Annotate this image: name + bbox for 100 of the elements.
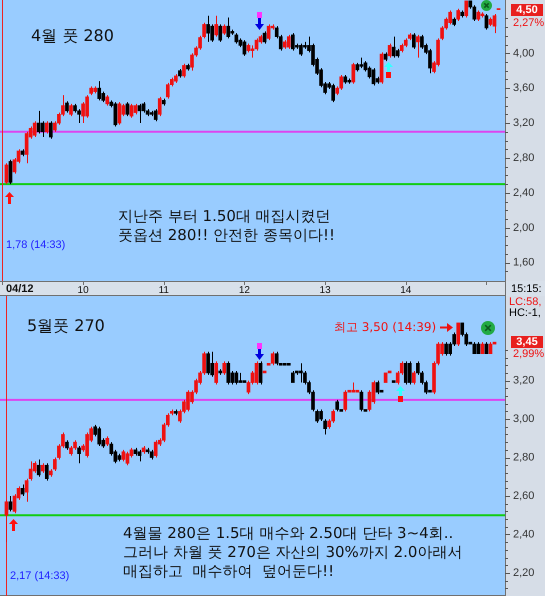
candlestick xyxy=(472,342,476,354)
candlestick xyxy=(420,34,424,50)
text: 4,50 xyxy=(516,4,538,16)
candlestick xyxy=(392,36,396,58)
y-tick-label: 3,20 xyxy=(513,374,534,387)
candlestick xyxy=(484,13,488,30)
candlestick xyxy=(4,162,8,185)
annotation: 1,78 (14:33) xyxy=(6,239,66,252)
candlestick xyxy=(166,82,170,100)
candlestick xyxy=(32,120,37,138)
candlestick xyxy=(36,110,41,134)
x-tick-label: 12 xyxy=(238,284,250,296)
candlestick xyxy=(444,342,448,356)
candlestick xyxy=(234,370,238,385)
candlestick xyxy=(8,159,12,185)
candlestick xyxy=(352,382,356,393)
candlestick xyxy=(352,62,356,84)
candlestick xyxy=(65,100,69,114)
candlestick xyxy=(44,462,49,482)
annotation: 2,17 (14:33) xyxy=(10,570,70,582)
candlestick xyxy=(138,449,142,462)
candlestick xyxy=(408,360,412,385)
candlestick xyxy=(360,57,364,69)
candlestick xyxy=(456,322,460,346)
text: 5월풋 270 xyxy=(27,316,105,336)
candlestick xyxy=(36,458,41,478)
candlestick xyxy=(77,446,81,464)
candlestick xyxy=(286,34,291,50)
text: 15:15: xyxy=(511,283,542,296)
candlestick xyxy=(488,342,492,354)
candlestick xyxy=(416,34,420,58)
candlestick xyxy=(299,43,303,56)
text: 4월 풋 280 xyxy=(31,26,114,46)
candlestick xyxy=(299,362,303,384)
candlestick xyxy=(40,120,45,138)
candlestick xyxy=(412,32,416,50)
annotation: 지난주 부터 1.50대 매집시켰던 풋옵션 280!! 안전한 종목이다!! xyxy=(118,206,335,244)
candlestick xyxy=(97,426,102,446)
y-tick-label: 2,80 xyxy=(513,452,534,464)
candlestick xyxy=(476,10,480,22)
candlestick xyxy=(8,496,12,512)
text: 3,45 xyxy=(516,336,538,348)
candlestick xyxy=(24,131,28,164)
annotation: 4월물 280은 1.5대 매수와 2.50대 단타 3~4회.. 그러나 차월 풋 270은 자산의 30%까지 2.0아래서 매집하고 매수하여 덮어둔다!! xyxy=(123,524,462,580)
candlestick xyxy=(492,13,496,34)
candlestick xyxy=(222,360,226,376)
candlestick xyxy=(40,462,45,474)
candlestick xyxy=(158,96,162,117)
candlestick xyxy=(150,449,154,460)
candlestick xyxy=(214,360,218,385)
candlestick xyxy=(331,83,335,103)
y-tick-label: 3,20 xyxy=(513,117,534,130)
text: 2,27% xyxy=(513,17,544,30)
candlestick xyxy=(343,390,348,412)
candlestick xyxy=(65,440,69,450)
y-tick-label: 2,40 xyxy=(513,186,534,199)
text: LC:58, xyxy=(509,296,542,308)
candlestick xyxy=(404,360,408,385)
candlestick xyxy=(105,436,110,446)
candlestick xyxy=(274,351,279,366)
candlestick xyxy=(270,351,274,366)
candlestick xyxy=(118,102,122,126)
text: HC:-1, xyxy=(509,307,541,320)
candlestick xyxy=(218,24,222,42)
candlestick xyxy=(258,360,262,385)
x-tick-label: 14 xyxy=(400,284,412,296)
candlestick xyxy=(126,451,130,466)
candlestick xyxy=(114,102,118,128)
candlestick xyxy=(388,43,392,58)
y-tick-label: 1,60 xyxy=(513,256,534,269)
candlestick xyxy=(291,32,295,52)
candlestick xyxy=(456,8,460,22)
candlestick xyxy=(376,380,380,395)
candlestick xyxy=(214,15,218,38)
candlestick xyxy=(238,372,242,384)
candlestick xyxy=(182,63,186,78)
candlestick xyxy=(384,372,388,384)
candlestick xyxy=(97,80,102,101)
candlestick xyxy=(206,15,210,42)
candlestick xyxy=(242,40,246,56)
candlestick xyxy=(126,102,130,117)
y-tick-label: 2,60 xyxy=(513,490,534,502)
text: 2,99% xyxy=(513,348,544,360)
candlestick xyxy=(130,103,134,118)
candlestick xyxy=(105,94,110,106)
candlestick xyxy=(476,342,480,354)
text: 04/12 xyxy=(6,283,34,296)
candlestick xyxy=(266,24,270,41)
candlestick xyxy=(20,484,24,496)
candlestick xyxy=(206,351,210,376)
candlestick xyxy=(69,446,73,456)
candlestick xyxy=(226,16,230,39)
candlestick xyxy=(480,342,484,354)
candlestick xyxy=(186,390,190,412)
candlestick xyxy=(122,449,126,462)
annotation: 최고 3,50 (14:39) xyxy=(334,320,436,334)
candlestick xyxy=(472,4,476,22)
candlestick xyxy=(412,370,416,385)
candlestick xyxy=(44,120,49,134)
candlestick xyxy=(372,68,376,86)
